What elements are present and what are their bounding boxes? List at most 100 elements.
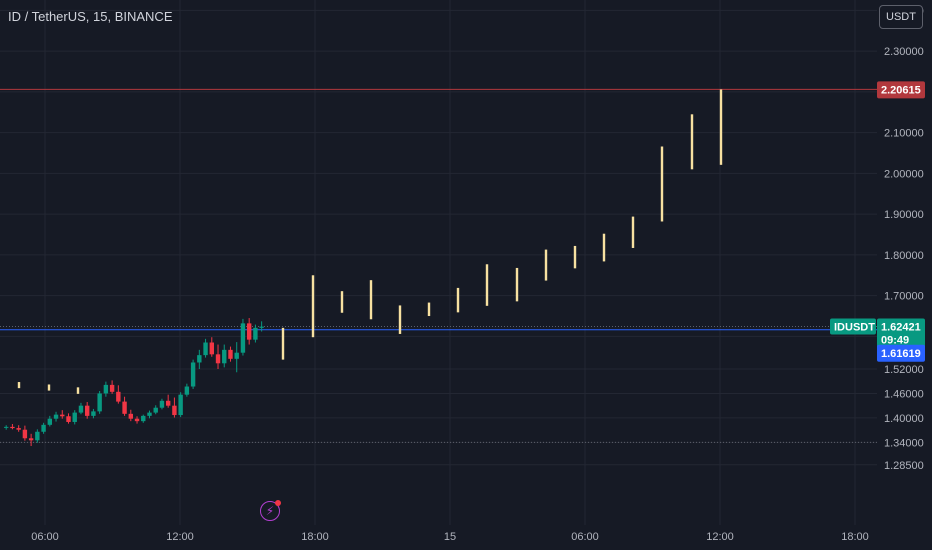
y-tick-label: 1.70000 (884, 291, 924, 303)
forecast-bar (281, 327, 285, 360)
candle-body (16, 428, 21, 430)
candle-body (35, 431, 40, 441)
last-price-tag (877, 344, 925, 362)
symbol-title: ID / TetherUS, 15, BINANCE (8, 9, 173, 24)
candle-body (103, 384, 109, 394)
candle-body (10, 426, 15, 429)
candle-body (246, 323, 252, 340)
candle-body (72, 412, 77, 422)
candle-body (141, 415, 146, 422)
candle-body (47, 418, 53, 425)
forecast-bar (660, 146, 664, 222)
symbol-tag (830, 318, 876, 335)
x-tick-label: 06:00 (31, 531, 59, 543)
current-price-tag (877, 318, 925, 349)
forecast-bar (369, 280, 373, 320)
y-tick-label: 1.90000 (884, 209, 924, 221)
y-tick-label: 1.40000 (884, 413, 924, 425)
candle-body (22, 429, 28, 439)
candle-body (128, 413, 133, 419)
x-tick-label: 12:00 (706, 531, 734, 543)
y-tick-label: 1.34000 (884, 437, 924, 449)
forecast-bar (485, 264, 489, 306)
y-tick-label: 2.30000 (884, 46, 924, 58)
candle-body (215, 354, 221, 364)
forecast-bar (47, 384, 51, 391)
candle-body (66, 416, 71, 422)
last-price-label: 1.61619 (881, 348, 921, 360)
forecast-bar (602, 233, 606, 262)
candle-body (259, 326, 264, 328)
y-tick-label: 2.10000 (884, 128, 924, 140)
y-tick-label: 1.52000 (884, 364, 924, 376)
candle-body (134, 418, 140, 422)
y-tick-label: 1.46000 (884, 388, 924, 400)
alert-dot-icon (275, 500, 281, 506)
candle-body (240, 323, 246, 353)
symbol-label: IDUSDT (834, 322, 875, 334)
forecast-bar (719, 89, 723, 165)
forecast-bar (690, 114, 694, 170)
candle-body (91, 411, 96, 416)
candle-body (53, 414, 59, 419)
candle-body (165, 400, 171, 406)
lightning-bolt-icon[interactable]: ⚡ (260, 501, 280, 521)
forecast-bar (427, 302, 431, 317)
price-axis: 2.400002.300002.200002.100002.000001.900… (884, 5, 924, 471)
candle-body (159, 400, 165, 408)
y-tick-label: 1.80000 (884, 250, 924, 262)
countdown-label: 09:49 (881, 335, 909, 347)
candle-body (153, 407, 158, 413)
forecast-bar (573, 245, 577, 269)
candle-body (116, 391, 121, 402)
time-axis: 06:00 12:00 18:00 15 06:00 12:00 18:00 (31, 531, 869, 543)
candle-body (184, 386, 190, 395)
forecast-bar (340, 291, 344, 313)
forecast-bar (398, 305, 402, 334)
forecast-bar (311, 275, 315, 338)
candle-body (28, 438, 34, 441)
current-price-label: 1.62421 (881, 322, 921, 334)
candle-body (41, 424, 46, 432)
forecast-bar (515, 267, 519, 302)
candle-body (222, 349, 227, 364)
forecast-bar (456, 287, 460, 313)
x-tick-label: 12:00 (166, 531, 194, 543)
currency-button[interactable]: USDT (879, 5, 923, 29)
x-tick-label: 06:00 (571, 531, 599, 543)
candle-body (147, 412, 152, 416)
candle-body (203, 342, 208, 356)
x-tick-label: 18:00 (841, 531, 869, 543)
candle-body (197, 355, 202, 363)
target-price-label: 2.20615 (881, 84, 921, 96)
candle-body (178, 394, 183, 416)
x-tick-label: 15 (444, 531, 456, 543)
y-tick-label: 1.28500 (884, 460, 924, 472)
candle-body (172, 405, 177, 416)
forecast-bar (17, 382, 21, 389)
forecast-series (17, 89, 723, 394)
candle-body (60, 414, 65, 417)
candle-body (209, 342, 214, 355)
candle-body (97, 393, 102, 412)
chart-grid (0, 0, 877, 525)
forecast-bar (544, 249, 548, 281)
forecast-bar (631, 216, 635, 248)
candlestick-series (4, 318, 264, 447)
candle-body (122, 401, 127, 414)
candle-body (234, 352, 239, 359)
candle-body (84, 405, 90, 416)
candle-body (109, 384, 115, 392)
x-tick-label: 18:00 (301, 531, 329, 543)
y-tick-label: 2.00000 (884, 168, 924, 180)
forecast-bar (76, 387, 80, 394)
candle-body (228, 349, 233, 359)
target-price-tag (877, 81, 925, 99)
price-levels (0, 88, 877, 443)
candle-body (78, 405, 84, 413)
candle-body (253, 327, 258, 340)
candle-body (4, 426, 9, 428)
candle-body (190, 362, 196, 387)
